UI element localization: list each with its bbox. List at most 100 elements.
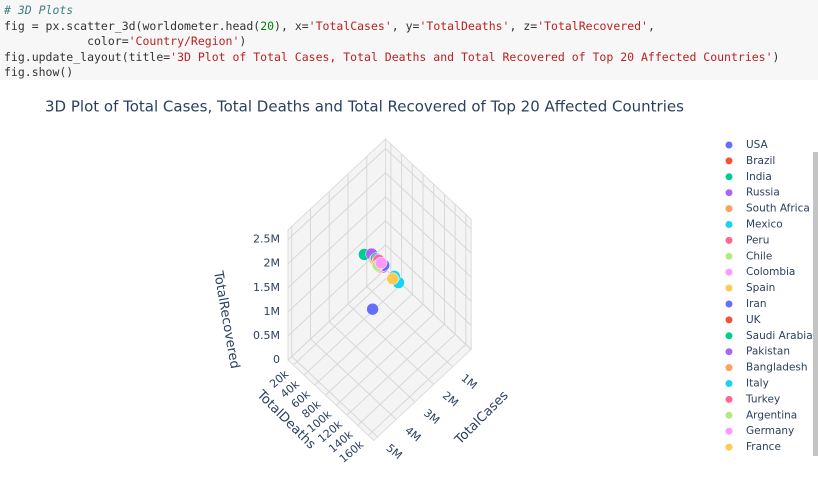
grid-line bbox=[385, 172, 472, 254]
grid-line bbox=[385, 196, 472, 278]
legend-marker bbox=[725, 411, 733, 419]
legend-item[interactable]: Peru bbox=[725, 234, 770, 246]
legend-label: Italy bbox=[746, 378, 769, 390]
legend-item[interactable]: Bangladesh bbox=[725, 362, 808, 374]
grid-line bbox=[314, 293, 413, 386]
legend-marker bbox=[725, 236, 733, 244]
tick-label: 1M bbox=[264, 305, 281, 318]
grid-line bbox=[357, 333, 456, 426]
legend-label: UK bbox=[746, 314, 762, 326]
point bbox=[386, 272, 399, 285]
grid-line bbox=[368, 344, 467, 436]
legend-item[interactable]: Brazil bbox=[725, 155, 776, 167]
legend-item[interactable]: Saudi Arabia bbox=[725, 330, 813, 342]
legend-marker bbox=[725, 141, 733, 149]
tick-label: 5M bbox=[384, 442, 405, 463]
legend-item[interactable]: Turkey bbox=[725, 393, 781, 405]
legend-label: Saudi Arabia bbox=[746, 330, 813, 342]
legend-marker bbox=[725, 348, 733, 356]
legend-marker bbox=[725, 284, 733, 292]
grid-line bbox=[287, 268, 386, 361]
legend-marker bbox=[725, 380, 733, 387]
grid-line bbox=[325, 303, 424, 396]
legend-item[interactable]: South Africa bbox=[725, 203, 810, 215]
legend-marker bbox=[725, 316, 733, 324]
grid-line bbox=[335, 313, 435, 406]
legend-marker bbox=[725, 173, 733, 181]
legend-label: Argentina bbox=[746, 409, 797, 421]
legend-label: Russia bbox=[746, 187, 780, 199]
legend-item[interactable]: Argentina bbox=[725, 409, 798, 421]
legend-label: Brazil bbox=[746, 155, 775, 167]
legend-item[interactable]: Iran bbox=[725, 298, 767, 310]
code-cell: # 3D Plots fig = px.scatter_3d(worldomete… bbox=[0, 0, 818, 80]
grid-line bbox=[385, 148, 472, 230]
legend-item[interactable]: USA bbox=[725, 139, 769, 151]
legend-item[interactable]: Pakistan bbox=[725, 346, 790, 358]
legend-item[interactable]: Chile bbox=[725, 250, 773, 262]
legend-marker bbox=[725, 364, 733, 372]
legend-label: Germany bbox=[746, 425, 794, 437]
legend-label: Chile bbox=[746, 250, 772, 262]
legend-item[interactable]: Italy bbox=[725, 378, 769, 390]
legend-item[interactable]: Spain bbox=[725, 282, 776, 294]
grid-line bbox=[303, 283, 402, 376]
code-line: fig.show() bbox=[4, 65, 74, 79]
grid-line bbox=[328, 321, 416, 403]
legend-label: Iran bbox=[746, 298, 767, 310]
legend-label: Turkey bbox=[745, 393, 780, 405]
legend-item[interactable]: France bbox=[725, 441, 781, 453]
grid-line bbox=[287, 220, 386, 313]
legend-label: South Africa bbox=[746, 203, 810, 215]
legend-marker bbox=[725, 252, 733, 260]
legend-item[interactable]: Mexico bbox=[725, 219, 783, 231]
point bbox=[374, 256, 388, 270]
tick-label: 0 bbox=[273, 353, 280, 366]
grid-line bbox=[385, 220, 472, 302]
legend-marker bbox=[725, 332, 733, 340]
legend-label: Bangladesh bbox=[746, 362, 808, 374]
chart-title: 3D Plot of Total Cases, Total Deaths and… bbox=[45, 98, 684, 116]
axis-title: TotalRecovered bbox=[210, 269, 242, 370]
legend-item[interactable]: Germany bbox=[725, 425, 795, 437]
grid-line bbox=[287, 196, 386, 289]
grid-line bbox=[347, 303, 435, 385]
scrollbar[interactable] bbox=[813, 152, 818, 456]
legend-marker bbox=[725, 395, 733, 403]
legend-marker bbox=[725, 443, 733, 451]
legend-label: Pakistan bbox=[746, 346, 790, 358]
legend-marker bbox=[725, 221, 733, 228]
tick-label: 2.5M bbox=[253, 233, 280, 246]
legend-item[interactable]: Colombia bbox=[725, 266, 796, 278]
legend-label: Peru bbox=[746, 234, 769, 246]
grid-line bbox=[346, 323, 445, 416]
tick-label: 2M bbox=[264, 257, 281, 270]
grid-line bbox=[310, 338, 397, 420]
tick-label: 4M bbox=[402, 424, 423, 445]
chart: 3D Plot of Total Cases, Total Deaths and… bbox=[45, 98, 813, 466]
grid-line bbox=[291, 356, 378, 438]
tick-label: 2M bbox=[440, 389, 461, 410]
legend-label: USA bbox=[746, 139, 769, 151]
grid-line bbox=[287, 148, 386, 240]
legend-item[interactable]: UK bbox=[725, 314, 762, 326]
legend-label: Colombia bbox=[746, 266, 795, 278]
legend-item[interactable]: India bbox=[725, 171, 772, 183]
tick-label: 0.5M bbox=[253, 329, 280, 342]
legend-marker bbox=[725, 427, 733, 435]
grid-line bbox=[366, 286, 453, 368]
legend-marker bbox=[725, 300, 733, 308]
code-line: fig = px.scatter_3d(worldometer.head(20)… bbox=[4, 18, 655, 33]
tick-label: 1.5M bbox=[253, 281, 280, 294]
legend-marker bbox=[725, 157, 733, 165]
grid-line bbox=[385, 244, 472, 326]
legend-item[interactable]: Russia bbox=[725, 187, 780, 199]
point bbox=[366, 302, 379, 316]
tick-label: 1M bbox=[459, 372, 480, 393]
tick-label: 3M bbox=[421, 407, 442, 428]
legend-label: France bbox=[746, 441, 781, 453]
axis-title: TotalCases bbox=[452, 388, 512, 448]
code-line: # 3D Plots bbox=[4, 3, 74, 17]
grid-line bbox=[287, 172, 386, 265]
